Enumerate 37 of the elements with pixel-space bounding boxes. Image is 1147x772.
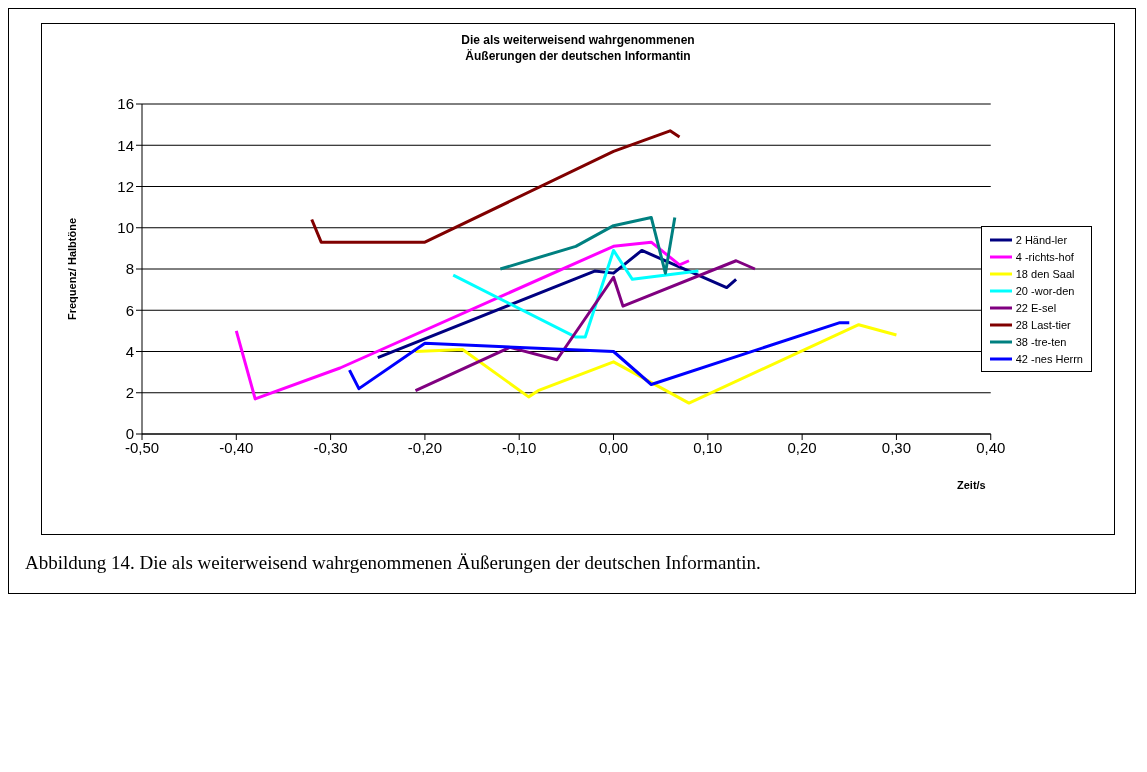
text: Abbildung 14. Die als weiterweisend wahrgenommenen Äußerungen der deutschen Informantin.: [25, 551, 762, 575]
y-tick-label: 16: [117, 95, 134, 113]
y-tick-label: 12: [117, 177, 134, 195]
legend-label: 20 -wor-den: [1015, 284, 1075, 297]
line-series: [347, 321, 851, 391]
legend-label: 38 -tre-ten: [1015, 335, 1067, 348]
line-series: [451, 248, 700, 339]
y-tick-label: 4: [125, 342, 134, 360]
line-series: [498, 215, 677, 275]
line-series: [310, 129, 682, 244]
line-series: [413, 323, 898, 405]
legend-label: 18 den Saal: [1015, 267, 1075, 280]
legend-label: 4 -richts-hof: [1015, 250, 1074, 263]
x-tick-label: 0,00: [598, 438, 629, 456]
y-tick-label: 10: [117, 219, 134, 237]
x-tick-label: 0,20: [787, 438, 817, 456]
chart-title: Die als weiterweisend wahrgenommenen Äußerungen der deutschen Informantin: [460, 32, 696, 64]
legend-label: 2 Händ-ler: [1015, 233, 1068, 246]
x-tick-label: -0,20: [407, 438, 443, 456]
line-series: [413, 259, 757, 393]
legend-label: 42 -nes Herrn: [1015, 352, 1083, 365]
x-tick-label: -0,30: [313, 438, 348, 456]
y-axis-title: Frequenz/ Halbtöne: [65, 217, 78, 321]
x-axis-title: Zeit/s: [957, 479, 986, 491]
y-tick-label: 8: [125, 260, 134, 278]
x-tick-label: 0,40: [976, 438, 1006, 456]
y-tick-label: 6: [125, 301, 134, 319]
legend-label: 28 Last-tier: [1015, 318, 1071, 331]
x-tick-label: 0,10: [693, 438, 723, 456]
x-tick-label: 0,30: [881, 438, 912, 456]
x-tick-label: -0,40: [219, 438, 254, 456]
x-tick-label: -0,10: [502, 438, 537, 456]
line-series: [234, 240, 691, 401]
y-tick-label: 2: [125, 384, 134, 402]
y-tick-label: 14: [117, 136, 134, 154]
legend-label: 22 E-sel: [1015, 301, 1057, 314]
line-series: [376, 248, 738, 360]
